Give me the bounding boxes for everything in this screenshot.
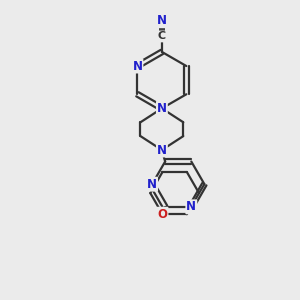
Text: N: N bbox=[132, 59, 142, 73]
Text: N: N bbox=[157, 102, 167, 115]
Text: C: C bbox=[158, 32, 166, 41]
Text: N: N bbox=[157, 143, 167, 157]
Text: O: O bbox=[158, 208, 167, 221]
Text: N: N bbox=[157, 14, 167, 27]
Text: N: N bbox=[147, 178, 157, 191]
Text: N: N bbox=[186, 200, 196, 213]
